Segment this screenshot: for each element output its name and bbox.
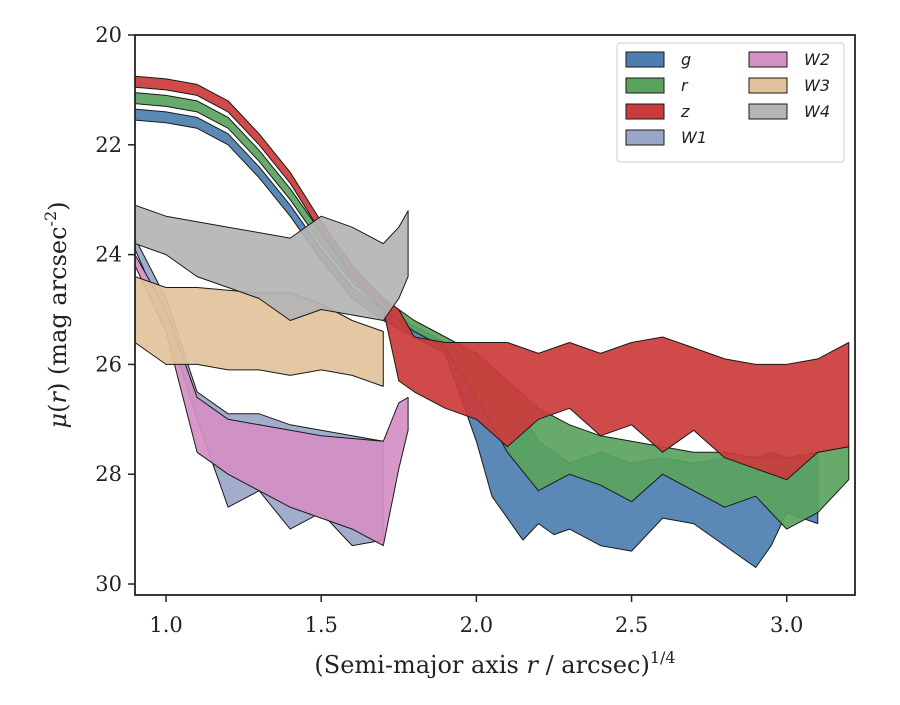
legend-swatch-w2 bbox=[748, 51, 788, 68]
legend-label-z: z bbox=[680, 102, 690, 121]
legend-swatch-w1 bbox=[625, 129, 665, 146]
x-tick-label: 2.0 bbox=[460, 613, 493, 637]
legend-swatch-w3 bbox=[748, 77, 788, 94]
legend-label-g: g bbox=[681, 50, 691, 69]
y-tick-label: 20 bbox=[95, 23, 122, 47]
x-tick-label: 2.5 bbox=[615, 613, 648, 637]
legend-label-w3: W3 bbox=[804, 76, 830, 95]
x-tick-label: 1.0 bbox=[149, 613, 182, 637]
legend-label-w4: W4 bbox=[804, 102, 830, 121]
axis-ticks: 1.0 1.5 2.0 2.5 3.0 20 22 24 26 28 30 bbox=[95, 23, 803, 637]
x-tick-label: 3.0 bbox=[770, 613, 803, 637]
legend-swatch-r bbox=[625, 77, 665, 94]
series-areas bbox=[135, 75, 850, 568]
y-axis-label: μ(r) (mag arcsec-2) bbox=[41, 201, 72, 428]
legend-swatch-g bbox=[625, 51, 665, 68]
legend-label-r: r bbox=[681, 76, 689, 95]
y-tick-label: 30 bbox=[95, 572, 122, 596]
legend-box bbox=[616, 42, 845, 163]
y-tick-label: 24 bbox=[95, 243, 122, 267]
area-w4 bbox=[135, 204, 409, 321]
y-tick-label: 22 bbox=[95, 133, 122, 157]
y-tick-label: 26 bbox=[95, 352, 122, 376]
plot-frame bbox=[134, 34, 856, 596]
legend-label-w2: W2 bbox=[804, 50, 830, 69]
area-w2 bbox=[135, 254, 409, 547]
legend: grz W1 W2 W3 W4 bbox=[616, 42, 845, 163]
legend-swatch-z bbox=[625, 103, 665, 120]
legend-label-w1: W1 bbox=[681, 128, 707, 147]
x-tick-label: 1.5 bbox=[305, 613, 338, 637]
x-axis-label: (Semi-major axis r / arcsec)1/4 bbox=[314, 648, 675, 679]
y-tick-label: 28 bbox=[95, 462, 122, 486]
legend-swatch-w4 bbox=[748, 103, 788, 120]
